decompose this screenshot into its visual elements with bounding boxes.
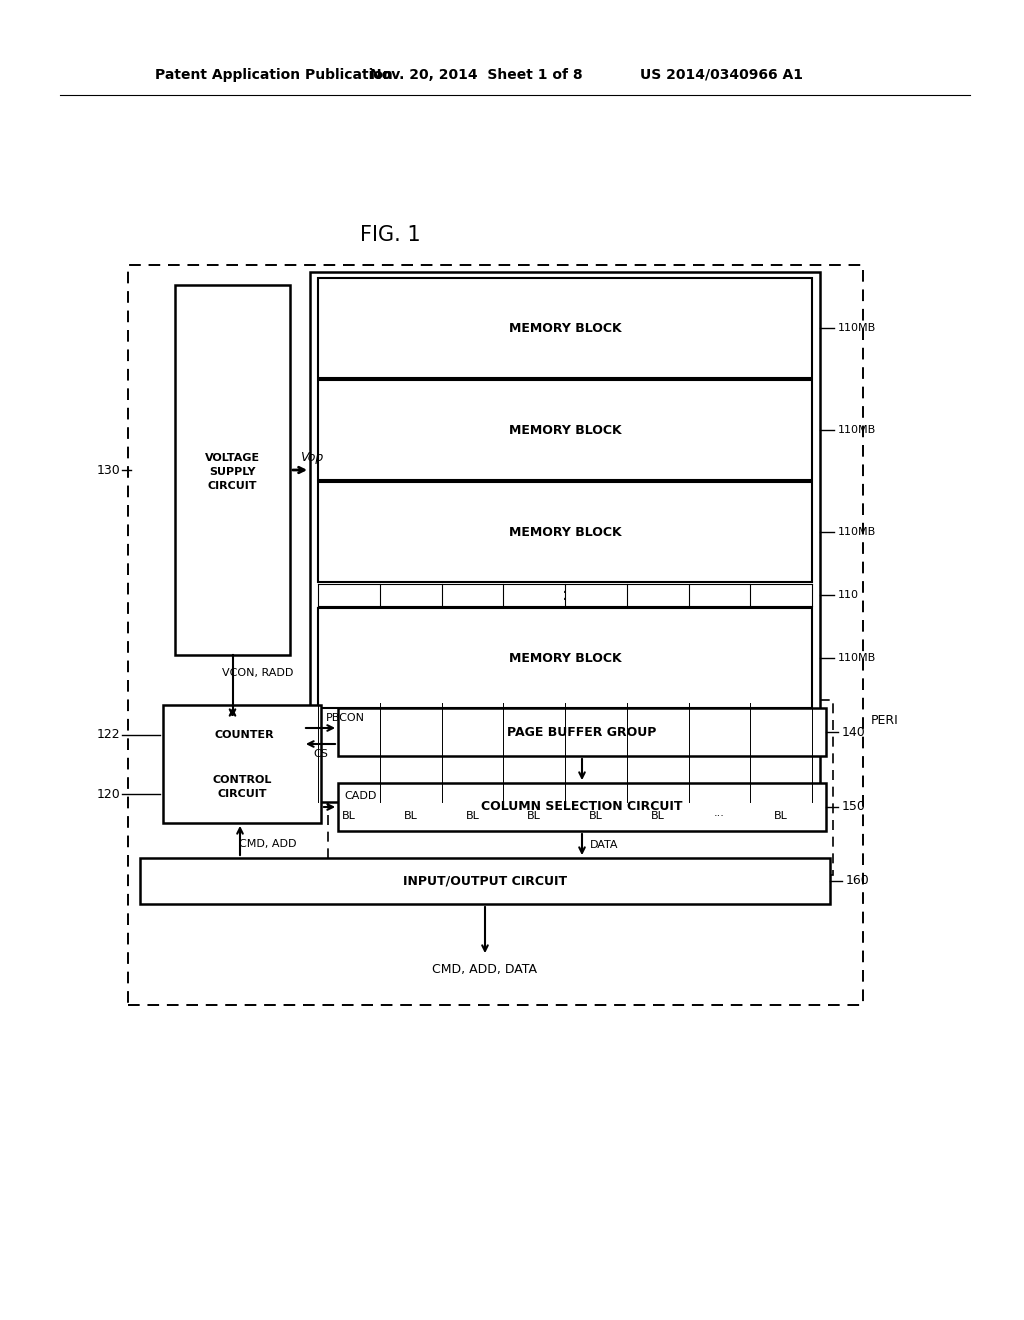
Text: BL: BL xyxy=(527,810,541,821)
Text: 160: 160 xyxy=(846,874,869,887)
Bar xyxy=(328,700,833,875)
Text: COLUMN SELECTION CIRCUIT: COLUMN SELECTION CIRCUIT xyxy=(481,800,683,813)
Text: 110: 110 xyxy=(838,590,859,601)
Text: BL: BL xyxy=(403,810,418,821)
Text: MEMORY BLOCK: MEMORY BLOCK xyxy=(509,424,622,437)
Text: CMD, ADD: CMD, ADD xyxy=(240,840,297,849)
Text: MEMORY BLOCK: MEMORY BLOCK xyxy=(509,652,622,664)
Text: 150: 150 xyxy=(842,800,866,813)
Text: CIRCUIT: CIRCUIT xyxy=(217,789,266,799)
Text: PAGE BUFFER GROUP: PAGE BUFFER GROUP xyxy=(507,726,656,738)
Bar xyxy=(338,783,826,832)
Text: BL: BL xyxy=(650,810,665,821)
Text: 110MB: 110MB xyxy=(838,323,877,333)
Bar xyxy=(310,272,820,803)
Bar xyxy=(185,718,303,752)
Text: 122: 122 xyxy=(96,729,120,742)
Text: 110MB: 110MB xyxy=(838,425,877,436)
Text: VCON, RADD: VCON, RADD xyxy=(222,668,293,678)
Bar xyxy=(163,705,321,822)
Bar xyxy=(318,279,812,378)
Text: CONTROL: CONTROL xyxy=(212,775,271,785)
Bar xyxy=(318,380,812,480)
Text: BL: BL xyxy=(466,810,479,821)
Text: INPUT/OUTPUT CIRCUIT: INPUT/OUTPUT CIRCUIT xyxy=(402,874,567,887)
Text: Nov. 20, 2014  Sheet 1 of 8: Nov. 20, 2014 Sheet 1 of 8 xyxy=(370,69,583,82)
Text: COUNTER: COUNTER xyxy=(214,730,273,741)
Text: FIG. 1: FIG. 1 xyxy=(359,224,420,246)
Text: BL: BL xyxy=(774,810,788,821)
Text: Patent Application Publication: Patent Application Publication xyxy=(155,69,393,82)
Text: 110MB: 110MB xyxy=(838,527,877,537)
Bar xyxy=(318,609,812,708)
Text: ···: ··· xyxy=(714,810,725,821)
Text: 110MB: 110MB xyxy=(838,653,877,663)
Text: BL: BL xyxy=(342,810,355,821)
Bar xyxy=(128,265,863,1005)
Text: PERI: PERI xyxy=(871,714,899,726)
Text: 130: 130 xyxy=(96,463,120,477)
Text: CS: CS xyxy=(313,748,329,759)
Text: 120: 120 xyxy=(96,788,120,800)
Text: MEMORY BLOCK: MEMORY BLOCK xyxy=(509,322,622,334)
Text: PBCON: PBCON xyxy=(326,713,365,723)
Text: 140: 140 xyxy=(842,726,865,738)
Bar xyxy=(140,858,830,904)
Text: CIRCUIT: CIRCUIT xyxy=(208,480,257,491)
Text: US 2014/0340966 A1: US 2014/0340966 A1 xyxy=(640,69,803,82)
Text: CADD: CADD xyxy=(345,791,377,801)
Bar xyxy=(175,285,290,655)
Text: DATA: DATA xyxy=(590,840,618,850)
Text: BL: BL xyxy=(589,810,603,821)
Text: :: : xyxy=(562,586,568,605)
Bar xyxy=(338,708,826,756)
Bar xyxy=(318,482,812,582)
Text: VOLTAGE: VOLTAGE xyxy=(205,453,260,463)
Text: SUPPLY: SUPPLY xyxy=(209,467,256,477)
Text: CMD, ADD, DATA: CMD, ADD, DATA xyxy=(432,962,538,975)
Text: MEMORY BLOCK: MEMORY BLOCK xyxy=(509,525,622,539)
Text: Vop: Vop xyxy=(300,450,324,463)
